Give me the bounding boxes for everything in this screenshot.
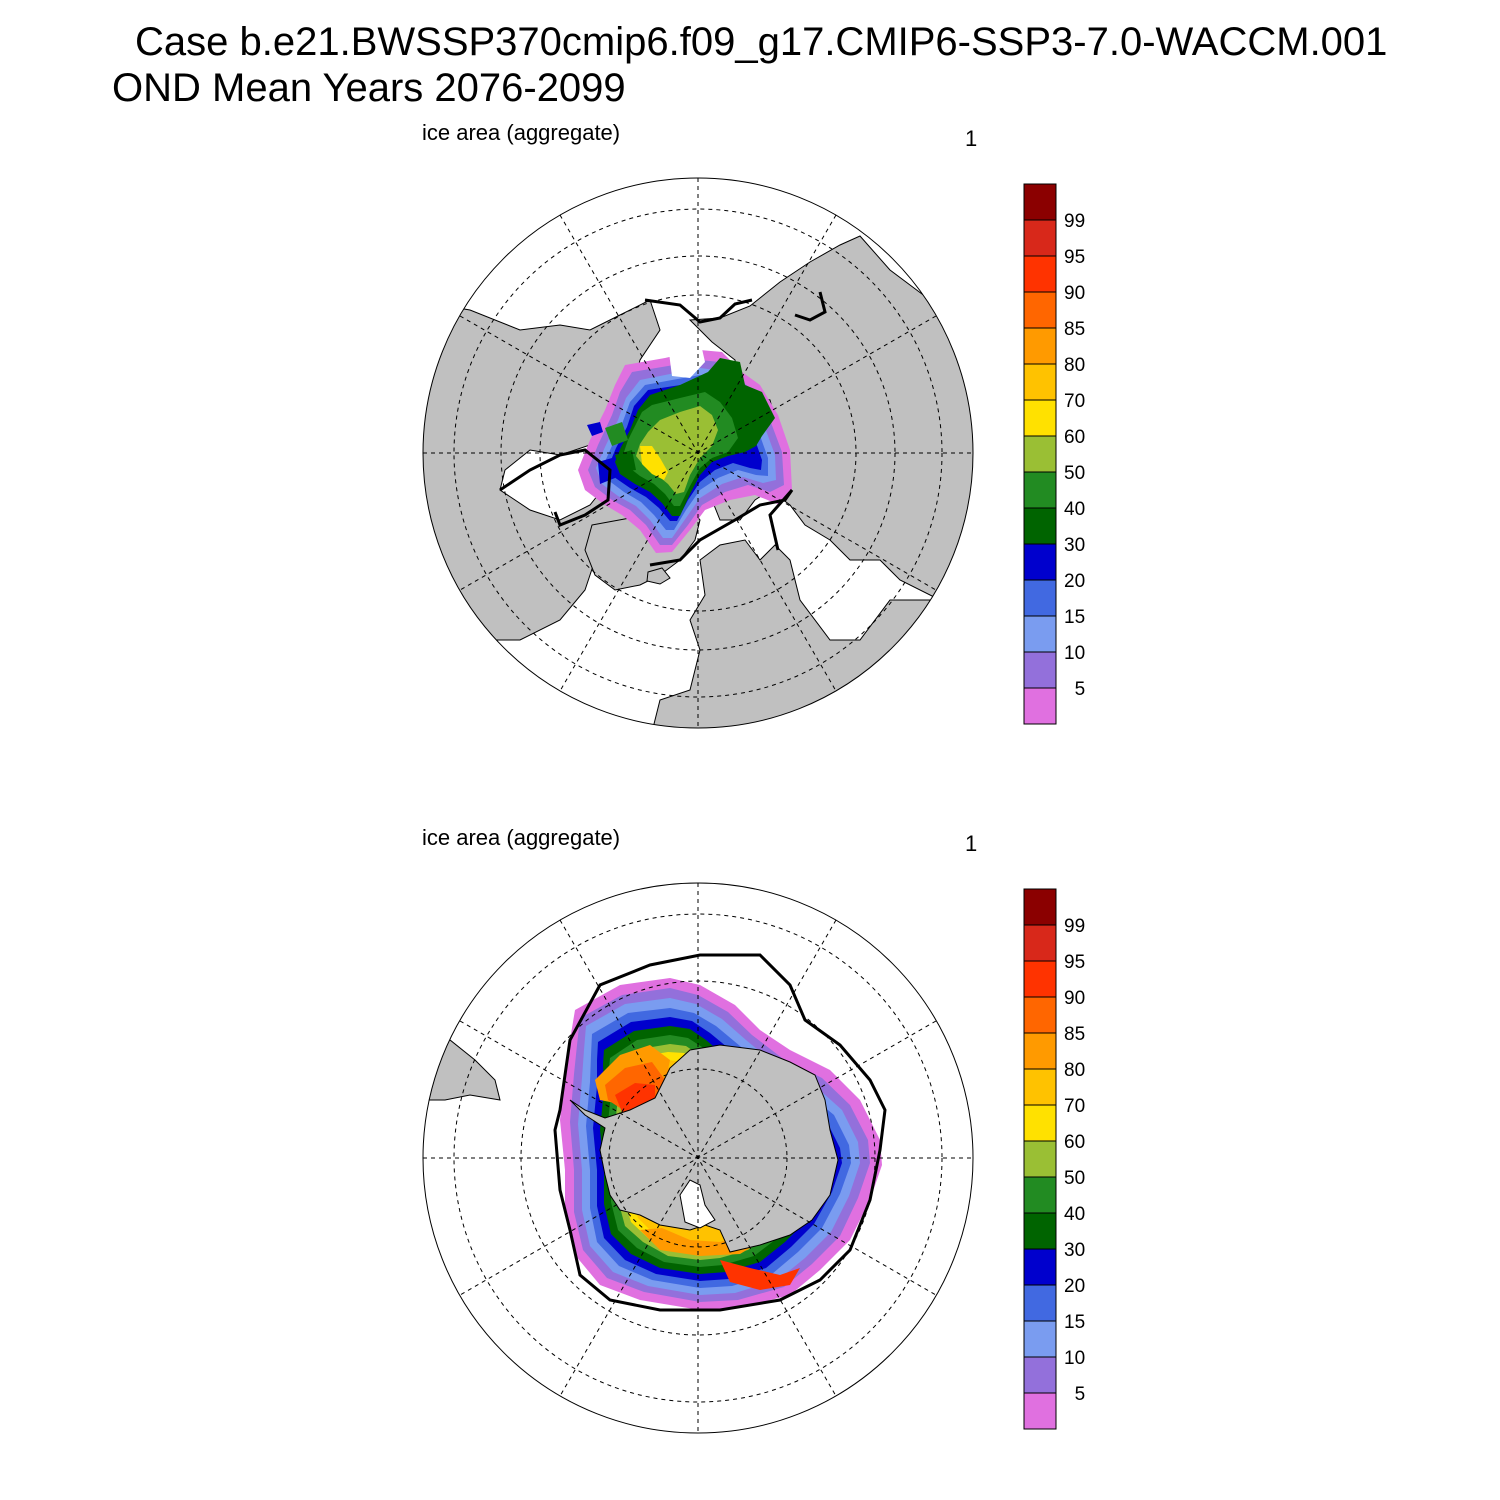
south-colorbar-swatch: [1023, 1212, 1057, 1250]
north-colorbar-tick-label: 90: [1064, 283, 1085, 304]
south-colorbar-swatch: [1023, 1032, 1057, 1070]
north-colorbar-tick-label: 30: [1064, 535, 1085, 556]
north-latitude-circle-outer: [453, 208, 943, 698]
panel-north-number: 1: [965, 126, 978, 151]
north-land-iceland: [646, 567, 671, 585]
north-colorbar-tick-label: 50: [1064, 463, 1085, 484]
north-colorbar-tick-label: 60: [1064, 427, 1085, 448]
south-ice-90-ross: [720, 1260, 800, 1290]
south-colorbar-tick-label: 50: [1064, 1168, 1085, 1189]
north-colorbar-tick-label: 70: [1064, 391, 1085, 412]
south-colorbar-swatch: [1023, 1176, 1057, 1214]
north-colorbar-tick-label: 15: [1064, 607, 1085, 628]
south-ice-edge-line: [553, 953, 887, 1312]
south-colorbar-tick-label: 85: [1064, 1024, 1085, 1045]
south-colorbar-tick-label: 60: [1064, 1132, 1085, 1153]
north-colorbar-swatch: [1023, 291, 1057, 329]
north-colorbar-swatch: [1023, 255, 1057, 293]
north-colorbar-tick-label: 99: [1064, 211, 1085, 232]
south-colorbar-tick-label: 70: [1064, 1096, 1085, 1117]
north-colorbar-swatch: [1023, 435, 1057, 473]
north-ice-70: [640, 446, 668, 480]
south-colorbar-tick-label: 30: [1064, 1240, 1085, 1261]
north-ice-archipelago-50: [615, 450, 636, 472]
south-latitude-circle-outer: [453, 913, 943, 1403]
north-colorbar-swatch: [1023, 471, 1057, 509]
south-colorbar-tick-label: 90: [1064, 988, 1085, 1009]
south-colorbar-swatch: [1023, 1104, 1057, 1142]
north-colorbar-swatch: [1023, 183, 1057, 221]
north-ice-edge-line: [499, 291, 827, 567]
north-colorbar-swatch: [1023, 543, 1057, 581]
south-map-border: [422, 882, 974, 1434]
north-meridians: [423, 178, 973, 728]
north-colorbar-tick-label: 5: [1064, 679, 1085, 700]
south-colorbar-swatch: [1023, 996, 1057, 1034]
south-colorbar-swatch: [1023, 1140, 1057, 1178]
south-colorbar-swatch: [1023, 888, 1057, 926]
south-colorbar-tick-label: 40: [1064, 1204, 1085, 1225]
north-colorbar-tick-label: 85: [1064, 319, 1085, 340]
south-colorbar-swatch: [1023, 1248, 1057, 1286]
south-colorbar-tick-label: 99: [1064, 916, 1085, 937]
panel-south-number: 1: [965, 831, 978, 856]
north-colorbar-swatch: [1023, 363, 1057, 401]
panel-north-label: ice area (aggregate): [422, 120, 621, 145]
north-colorbar-tick-label: 95: [1064, 247, 1085, 268]
south-colorbar-tick-label: 80: [1064, 1060, 1085, 1081]
north-colorbar-swatch: [1023, 399, 1057, 437]
south-colorbar-swatch: [1023, 960, 1057, 998]
figure-title-line1: Case b.e21.BWSSP370cmip6.f09_g17.CMIP6-S…: [135, 20, 1388, 64]
north-colorbar-swatch: [1023, 615, 1057, 653]
north-colorbar-swatch: [1023, 651, 1057, 689]
south-colorbar-tick-label: 10: [1064, 1348, 1085, 1369]
south-colorbar-swatch: [1023, 1356, 1057, 1394]
south-colorbar: 99 95 90 85 80 70 60 50 40 30 20 15 10 5: [1023, 888, 1085, 1430]
south-colorbar-tick-label: 20: [1064, 1276, 1085, 1297]
north-colorbar-tick-label: 40: [1064, 499, 1085, 520]
south-colorbar-tick-label: 95: [1064, 952, 1085, 973]
south-colorbar-swatch: [1023, 1392, 1057, 1430]
north-colorbar-swatch: [1023, 219, 1057, 257]
panel-south-label: ice area (aggregate): [422, 825, 621, 850]
south-colorbar-swatch: [1023, 924, 1057, 962]
north-colorbar-swatch: [1023, 507, 1057, 545]
south-meridians: [423, 883, 973, 1433]
north-colorbar-tick-label: 80: [1064, 355, 1085, 376]
north-ice-archipelago-40: [605, 422, 628, 446]
south-land-antarctica: [569, 1044, 839, 1253]
north-colorbar-tick-label: 10: [1064, 643, 1085, 664]
north-colorbar-swatch: [1023, 687, 1057, 725]
south-colorbar-swatch: [1023, 1320, 1057, 1358]
north-polar-map: [422, 177, 974, 729]
north-open-water-patch: [668, 340, 705, 378]
south-colorbar-swatch: [1023, 1068, 1057, 1106]
figure-title-line2: OND Mean Years 2076-2099: [112, 66, 626, 110]
south-colorbar-tick-label: 5: [1064, 1384, 1085, 1405]
south-colorbar-swatch: [1023, 1284, 1057, 1322]
south-polar-map: [422, 882, 974, 1434]
north-map-border: [422, 177, 974, 729]
north-colorbar: 99 95 90 85 80 70 60 50 40 30 20 15 10 5: [1023, 183, 1085, 725]
north-colorbar-swatch: [1023, 327, 1057, 365]
south-colorbar-tick-label: 15: [1064, 1312, 1085, 1333]
north-colorbar-swatch: [1023, 579, 1057, 617]
north-ice-archipelago-30: [587, 422, 603, 436]
north-colorbar-tick-label: 20: [1064, 571, 1085, 592]
